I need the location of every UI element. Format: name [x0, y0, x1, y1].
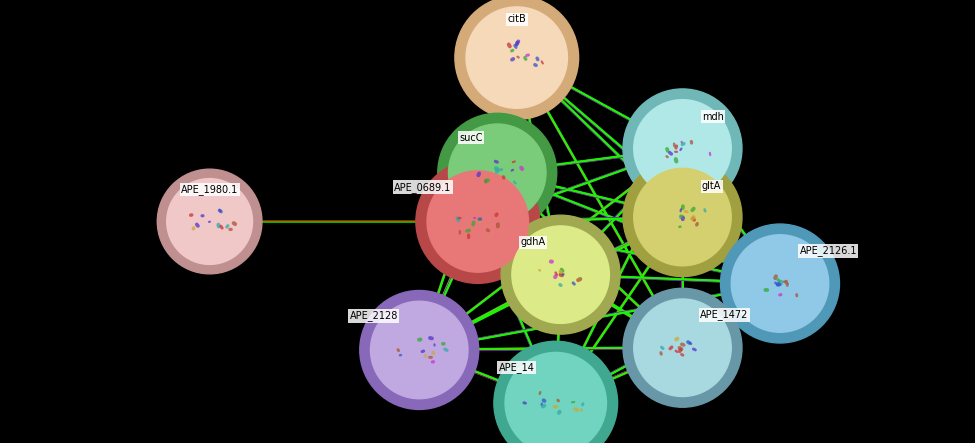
- Ellipse shape: [721, 224, 839, 343]
- Text: gltA: gltA: [702, 181, 722, 191]
- Ellipse shape: [494, 341, 617, 443]
- Text: APE_1472: APE_1472: [700, 309, 749, 320]
- Text: sucC: sucC: [459, 132, 483, 143]
- Ellipse shape: [505, 353, 606, 443]
- Text: gdhA: gdhA: [521, 237, 546, 247]
- Ellipse shape: [427, 171, 528, 272]
- Ellipse shape: [623, 288, 742, 407]
- Ellipse shape: [634, 100, 731, 197]
- Ellipse shape: [512, 226, 609, 323]
- Ellipse shape: [360, 291, 479, 409]
- Ellipse shape: [370, 301, 468, 399]
- Text: citB: citB: [507, 14, 526, 24]
- Ellipse shape: [634, 299, 731, 396]
- Ellipse shape: [466, 7, 567, 108]
- Text: APE_2128: APE_2128: [349, 310, 398, 321]
- Ellipse shape: [167, 179, 253, 264]
- Ellipse shape: [448, 124, 546, 222]
- Text: APE_2126.1: APE_2126.1: [800, 245, 857, 256]
- Text: mdh: mdh: [702, 112, 723, 122]
- Ellipse shape: [501, 215, 620, 334]
- Ellipse shape: [416, 159, 539, 284]
- Ellipse shape: [455, 0, 578, 120]
- Text: APE_0689.1: APE_0689.1: [394, 182, 451, 193]
- Ellipse shape: [623, 89, 742, 208]
- Ellipse shape: [731, 235, 829, 332]
- Ellipse shape: [438, 113, 557, 232]
- Ellipse shape: [623, 158, 742, 276]
- Text: APE_14: APE_14: [498, 362, 534, 373]
- Ellipse shape: [634, 168, 731, 266]
- Text: APE_1980.1: APE_1980.1: [181, 184, 238, 195]
- Ellipse shape: [157, 169, 262, 274]
